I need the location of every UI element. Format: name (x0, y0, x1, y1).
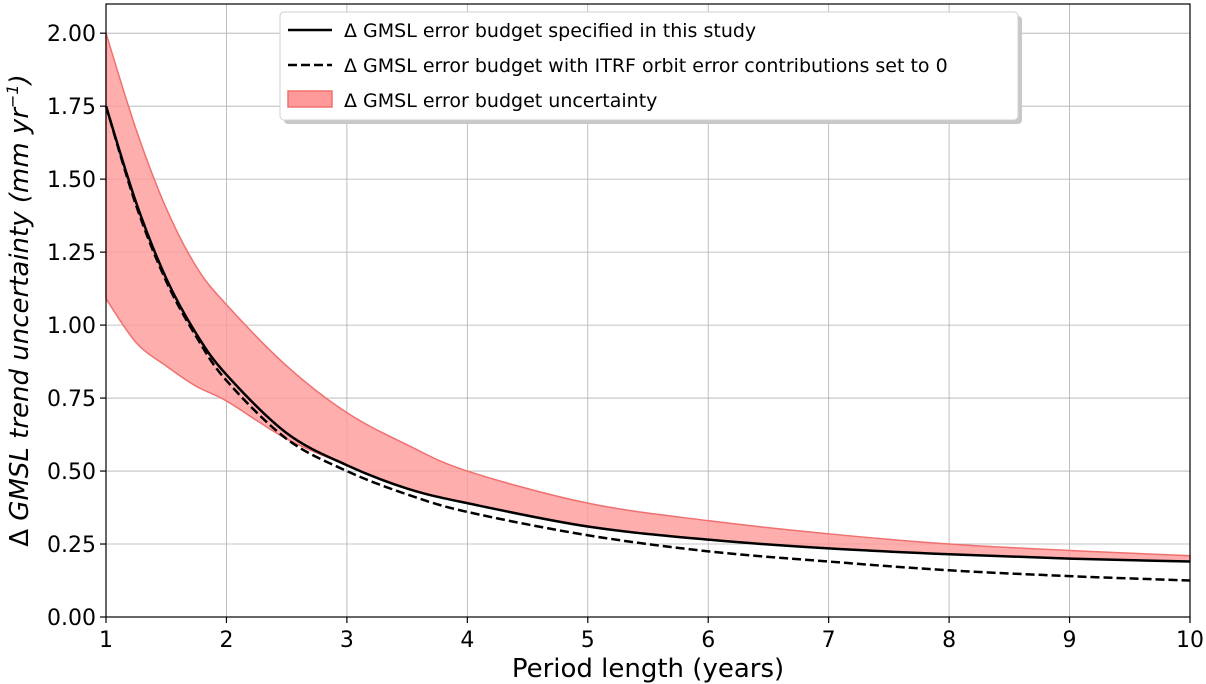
x-tick-label: 1 (99, 628, 113, 653)
y-tick-label: 0.25 (47, 533, 96, 558)
x-tick-label: 10 (1176, 628, 1204, 653)
x-tick-label: 4 (460, 628, 474, 653)
x-tick-label: 2 (219, 628, 233, 653)
y-tick-label: 0.75 (47, 387, 96, 412)
y-axis-label-prefix: Δ (5, 521, 35, 547)
series-line-itrf-zero (104, 105, 1191, 582)
x-tick-label: 8 (942, 628, 956, 653)
legend: Δ GMSL error budget specified in this st… (279, 11, 1022, 124)
x-tick-label: 9 (1063, 628, 1077, 653)
legend-label-solid: Δ GMSL error budget specified in this st… (344, 20, 756, 42)
y-axis-label-superscript: −1 (3, 84, 22, 108)
y-tick-label: 2.00 (47, 22, 96, 47)
plot-frame (105, 3, 1191, 618)
x-tick-label: 3 (340, 628, 354, 653)
y-axis-label-main: GMSL trend uncertainty (mm yr (5, 106, 35, 521)
y-axis-label-suffix: ) (5, 74, 35, 86)
y-tick-label: 0.00 (47, 606, 96, 631)
legend-label-dashed: Δ GMSL error budget with ITRF orbit erro… (344, 55, 948, 77)
legend-band-swatch (287, 90, 333, 108)
x-tick-label: 7 (822, 628, 836, 653)
y-tick-label: 1.00 (47, 314, 96, 339)
y-tick-label: 1.25 (47, 241, 96, 266)
x-tick-label: 5 (581, 628, 595, 653)
y-tick-label: 0.50 (47, 460, 96, 485)
uncertainty-band-layer (105, 32, 1191, 563)
series-lines-layer (104, 105, 1191, 582)
legend-label-band: Δ GMSL error budget uncertainty (344, 90, 657, 112)
x-axis-label: Period length (years) (512, 654, 784, 684)
y-tick-label: 1.50 (47, 168, 96, 193)
uncertainty-band (105, 32, 1191, 563)
y-tick-label: 1.75 (47, 95, 96, 120)
series-line-this-study (104, 105, 1191, 563)
y-axis-label: Δ GMSL trend uncertainty (mm yr−1) (3, 74, 35, 547)
x-tick-label: 6 (701, 628, 715, 653)
axis-ticks: 1 2 3 4 5 6 7 8 9 10 0.00 0.25 0.50 0.75 1.00 1.25 1.50 1… (47, 22, 1204, 653)
legend-box (279, 11, 1019, 121)
